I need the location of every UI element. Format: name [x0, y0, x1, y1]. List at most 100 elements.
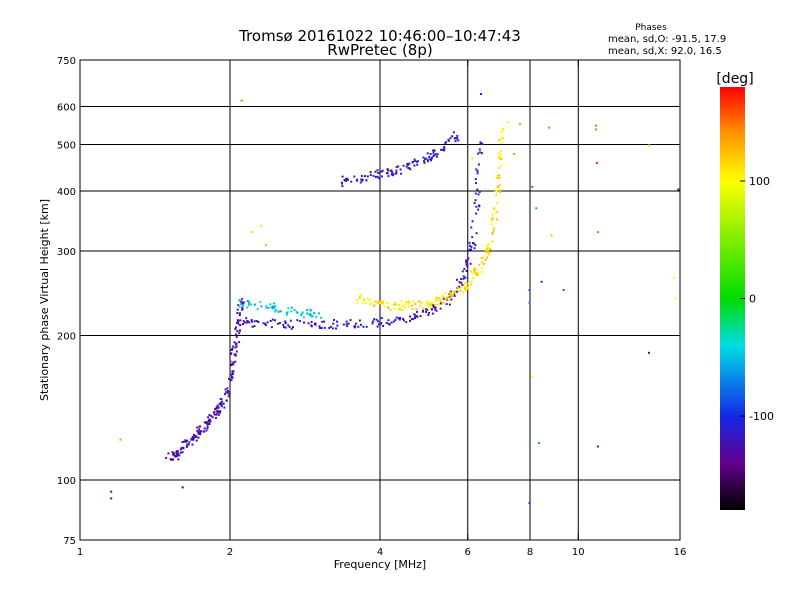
- data-point: [216, 412, 219, 415]
- data-point: [460, 285, 463, 288]
- data-point: [191, 443, 194, 446]
- data-point: [374, 170, 377, 173]
- data-point: [480, 270, 483, 273]
- data-point: [387, 306, 390, 309]
- data-point: [421, 306, 424, 309]
- y-tick-label: 750: [57, 56, 76, 67]
- data-point: [484, 258, 487, 261]
- data-point: [208, 422, 211, 425]
- data-point: [498, 157, 501, 160]
- data-point: [451, 294, 454, 297]
- data-point: [217, 410, 220, 413]
- data-point: [269, 320, 272, 322]
- data-point: [412, 300, 415, 303]
- data-point: [473, 202, 476, 205]
- data-point: [413, 164, 416, 167]
- data-point: [310, 325, 313, 328]
- data-point: [188, 441, 191, 444]
- x-tick-label: 4: [377, 547, 383, 558]
- data-point: [253, 303, 256, 306]
- data-point: [290, 306, 293, 309]
- data-point: [343, 178, 346, 181]
- data-point: [434, 153, 437, 156]
- data-point: [215, 413, 218, 416]
- data-point: [465, 263, 468, 266]
- data-point: [378, 300, 381, 303]
- data-point: [382, 325, 385, 327]
- data-point: [341, 175, 344, 178]
- data-point: [172, 458, 175, 461]
- data-point: [471, 272, 474, 275]
- data-point: [448, 295, 451, 298]
- data-point: [369, 171, 372, 174]
- data-point: [174, 455, 177, 458]
- data-point: [486, 247, 489, 250]
- data-point: [431, 312, 434, 315]
- data-point: [206, 425, 209, 428]
- data-point: [389, 309, 392, 311]
- data-point: [486, 256, 489, 259]
- data-point: [491, 231, 494, 234]
- data-point: [422, 156, 425, 159]
- data-point: [173, 454, 176, 457]
- data-point: [531, 185, 534, 188]
- data-point: [238, 299, 241, 301]
- data-point: [372, 174, 375, 177]
- data-point: [353, 325, 356, 328]
- data-point: [290, 310, 293, 313]
- data-point: [439, 300, 442, 303]
- data-point: [433, 306, 435, 309]
- data-point: [433, 149, 436, 152]
- data-point: [475, 168, 478, 171]
- data-point: [358, 296, 361, 299]
- data-point: [488, 248, 491, 251]
- data-point: [432, 304, 435, 307]
- data-point: [242, 303, 244, 306]
- data-point: [427, 314, 430, 316]
- data-point: [205, 429, 208, 432]
- data-point: [410, 318, 413, 321]
- data-point: [393, 307, 396, 310]
- data-point: [366, 175, 369, 178]
- data-point: [230, 373, 233, 376]
- data-point: [482, 263, 485, 266]
- data-point: [499, 190, 502, 193]
- data-point: [469, 244, 471, 247]
- data-point: [440, 297, 443, 300]
- data-point: [110, 497, 113, 500]
- colorbar-label: [deg]: [716, 71, 753, 87]
- y-tick-label: 75: [63, 536, 76, 547]
- data-point: [182, 447, 185, 450]
- data-point: [500, 131, 503, 134]
- data-point: [358, 319, 361, 322]
- data-point: [473, 247, 476, 250]
- data-point: [443, 149, 446, 152]
- chart-subtitle: RwPretec (8p): [327, 41, 432, 59]
- data-point: [310, 320, 313, 323]
- data-point: [648, 351, 650, 354]
- data-point: [493, 207, 496, 210]
- data-point: [386, 168, 389, 171]
- data-point: [419, 315, 422, 318]
- data-point: [387, 319, 390, 322]
- data-point: [442, 302, 445, 305]
- data-point: [398, 318, 401, 321]
- data-point: [426, 152, 429, 155]
- data-point: [293, 308, 296, 311]
- data-point: [243, 321, 246, 324]
- data-point: [495, 175, 498, 178]
- data-point: [377, 177, 380, 180]
- data-point: [240, 99, 243, 102]
- data-point: [119, 438, 122, 441]
- data-point: [562, 289, 565, 291]
- data-point: [373, 318, 376, 321]
- data-point: [458, 285, 461, 288]
- data-point: [548, 126, 551, 129]
- data-point: [469, 262, 472, 265]
- data-point: [333, 319, 335, 321]
- data-point: [320, 316, 323, 319]
- data-point: [184, 439, 187, 442]
- data-point: [456, 290, 459, 293]
- data-point: [432, 155, 435, 158]
- data-point: [242, 301, 245, 304]
